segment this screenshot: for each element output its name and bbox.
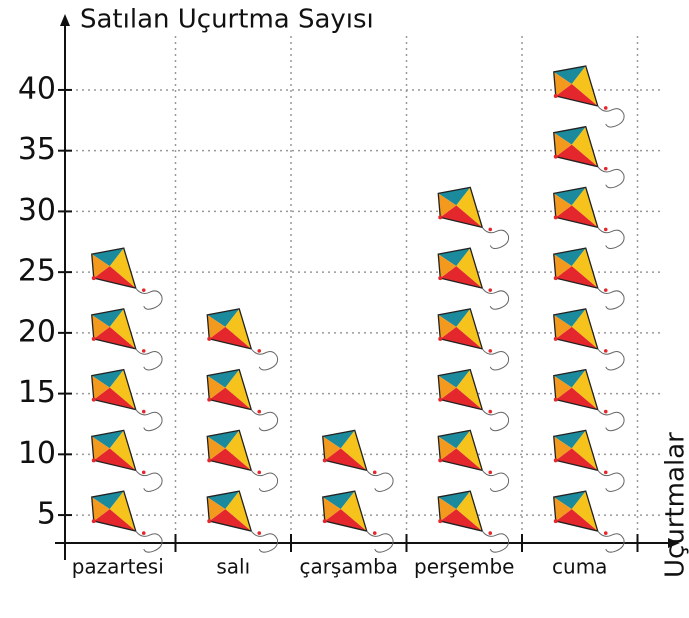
y-tick-label: 35: [18, 132, 56, 167]
kite: [554, 248, 624, 309]
kite: [554, 430, 624, 491]
kite: [92, 309, 162, 370]
kite-column: [323, 430, 393, 552]
kite: [554, 187, 624, 248]
kite: [438, 370, 508, 431]
y-tick-label: 30: [18, 193, 56, 228]
x-tick-label: çarşamba: [299, 555, 398, 579]
y-tick-label: 15: [18, 375, 56, 410]
kite: [92, 430, 162, 491]
kite: [92, 370, 162, 431]
kite: [554, 66, 624, 127]
chart: Satılan Uçurtma Sayısı Uçurtmalar 5 10 15 2…: [0, 0, 689, 614]
y-tick-label: 20: [18, 314, 56, 349]
y-tick-label: 10: [18, 436, 56, 471]
kite: [323, 430, 393, 491]
kite-column: [438, 187, 508, 552]
y-axis-label: Satılan Uçurtma Sayısı: [80, 5, 374, 35]
kite-column: [207, 309, 277, 552]
x-tick-label: perşembe: [414, 555, 514, 579]
kite: [92, 248, 162, 309]
x-axis-label: Uçurtmalar: [661, 432, 689, 578]
kite: [207, 309, 277, 370]
x-tick-label: pazartesi: [72, 555, 164, 579]
kite: [438, 309, 508, 370]
x-tick-label: salı: [216, 555, 250, 579]
kite-column: [92, 248, 162, 552]
y-tick-label: 5: [37, 497, 56, 532]
kite: [554, 127, 624, 188]
kite: [207, 430, 277, 491]
x-tick-label: cuma: [552, 555, 607, 579]
kite: [554, 309, 624, 370]
kite-column: [554, 66, 624, 552]
kite: [207, 370, 277, 431]
kite: [554, 370, 624, 431]
y-tick-label: 25: [18, 254, 56, 289]
y-axis-arrow: [60, 14, 70, 26]
kite: [438, 248, 508, 309]
kite: [438, 430, 508, 491]
kite: [438, 187, 508, 248]
y-tick-label: 40: [18, 71, 56, 106]
